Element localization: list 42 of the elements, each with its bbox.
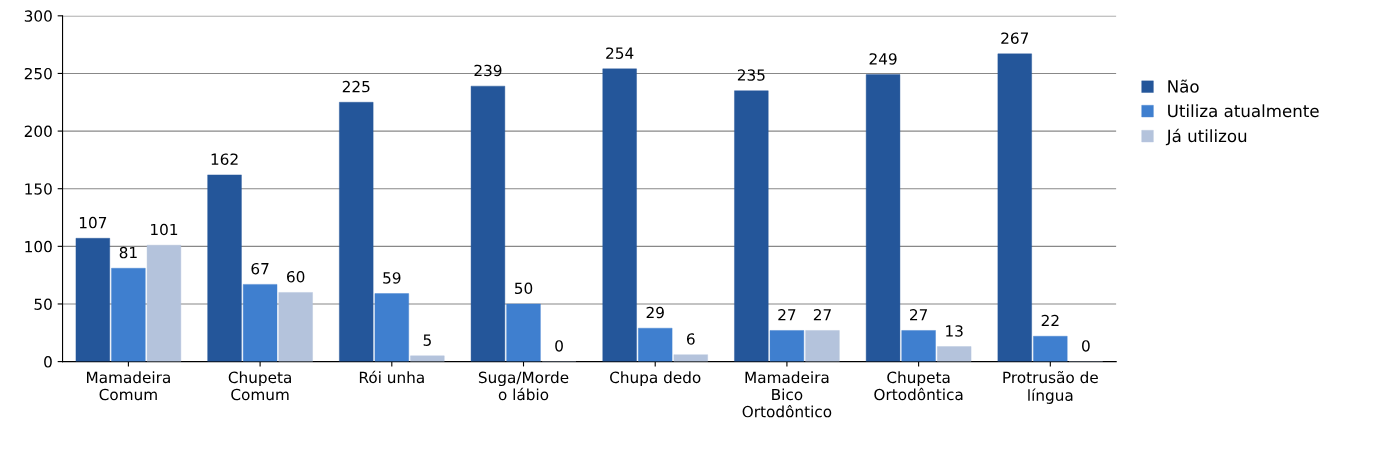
data-label: 60	[287, 270, 305, 283]
x-tick-label: Protrusão de língua	[1003, 371, 1098, 404]
y-tick-label: 50	[34, 298, 52, 310]
data-label: 239	[474, 64, 502, 77]
data-label: 27	[778, 309, 796, 321]
data-label: 225	[342, 80, 370, 93]
y-tick-label: 250	[24, 67, 52, 80]
data-label: 0	[1082, 340, 1090, 352]
y-tick-label: 200	[24, 125, 52, 138]
x-tick-label: Suga/Morde o lábio	[478, 371, 569, 401]
legend-label: Já utilizou	[1165, 128, 1247, 146]
x-tick-label: Mamadeira Bico Ortodôntico	[742, 371, 832, 418]
x-tick-label: Rói unha	[359, 370, 424, 384]
x-tick-label: Chupeta Ortodôntica	[874, 371, 963, 401]
data-label: 27	[910, 309, 928, 321]
data-label: 27	[813, 309, 831, 321]
data-label: 22	[1041, 314, 1059, 327]
data-label: 162	[211, 153, 238, 165]
y-tick-label: 300	[24, 10, 52, 22]
y-tick-label: 0	[44, 356, 52, 368]
data-label: 59	[383, 272, 401, 284]
data-label: 254	[606, 47, 634, 59]
x-tick-label: Chupeta Comum	[228, 371, 291, 401]
data-label: 13	[946, 325, 963, 337]
data-label: 29	[646, 306, 664, 319]
data-label: 107	[79, 216, 107, 229]
data-label: 235	[737, 69, 765, 81]
data-label: 5	[423, 334, 431, 346]
data-label: 81	[119, 246, 137, 259]
y-tick-label: 100	[25, 240, 52, 253]
x-tick-label: Mamadeira Comum	[87, 371, 170, 401]
legend-label: Não	[1168, 79, 1199, 93]
data-label: 6	[686, 333, 695, 345]
data-label: 67	[251, 262, 269, 275]
data-label: 101	[151, 223, 178, 236]
data-label: 50	[514, 282, 533, 295]
data-label: 267	[1001, 32, 1029, 44]
y-tick-label: 150	[25, 183, 52, 195]
data-label: 249	[869, 53, 897, 65]
x-tick-label: Chupa dedo	[610, 371, 701, 387]
legend-label: Utiliza atualmente	[1168, 104, 1319, 118]
data-label: 0	[555, 340, 563, 352]
